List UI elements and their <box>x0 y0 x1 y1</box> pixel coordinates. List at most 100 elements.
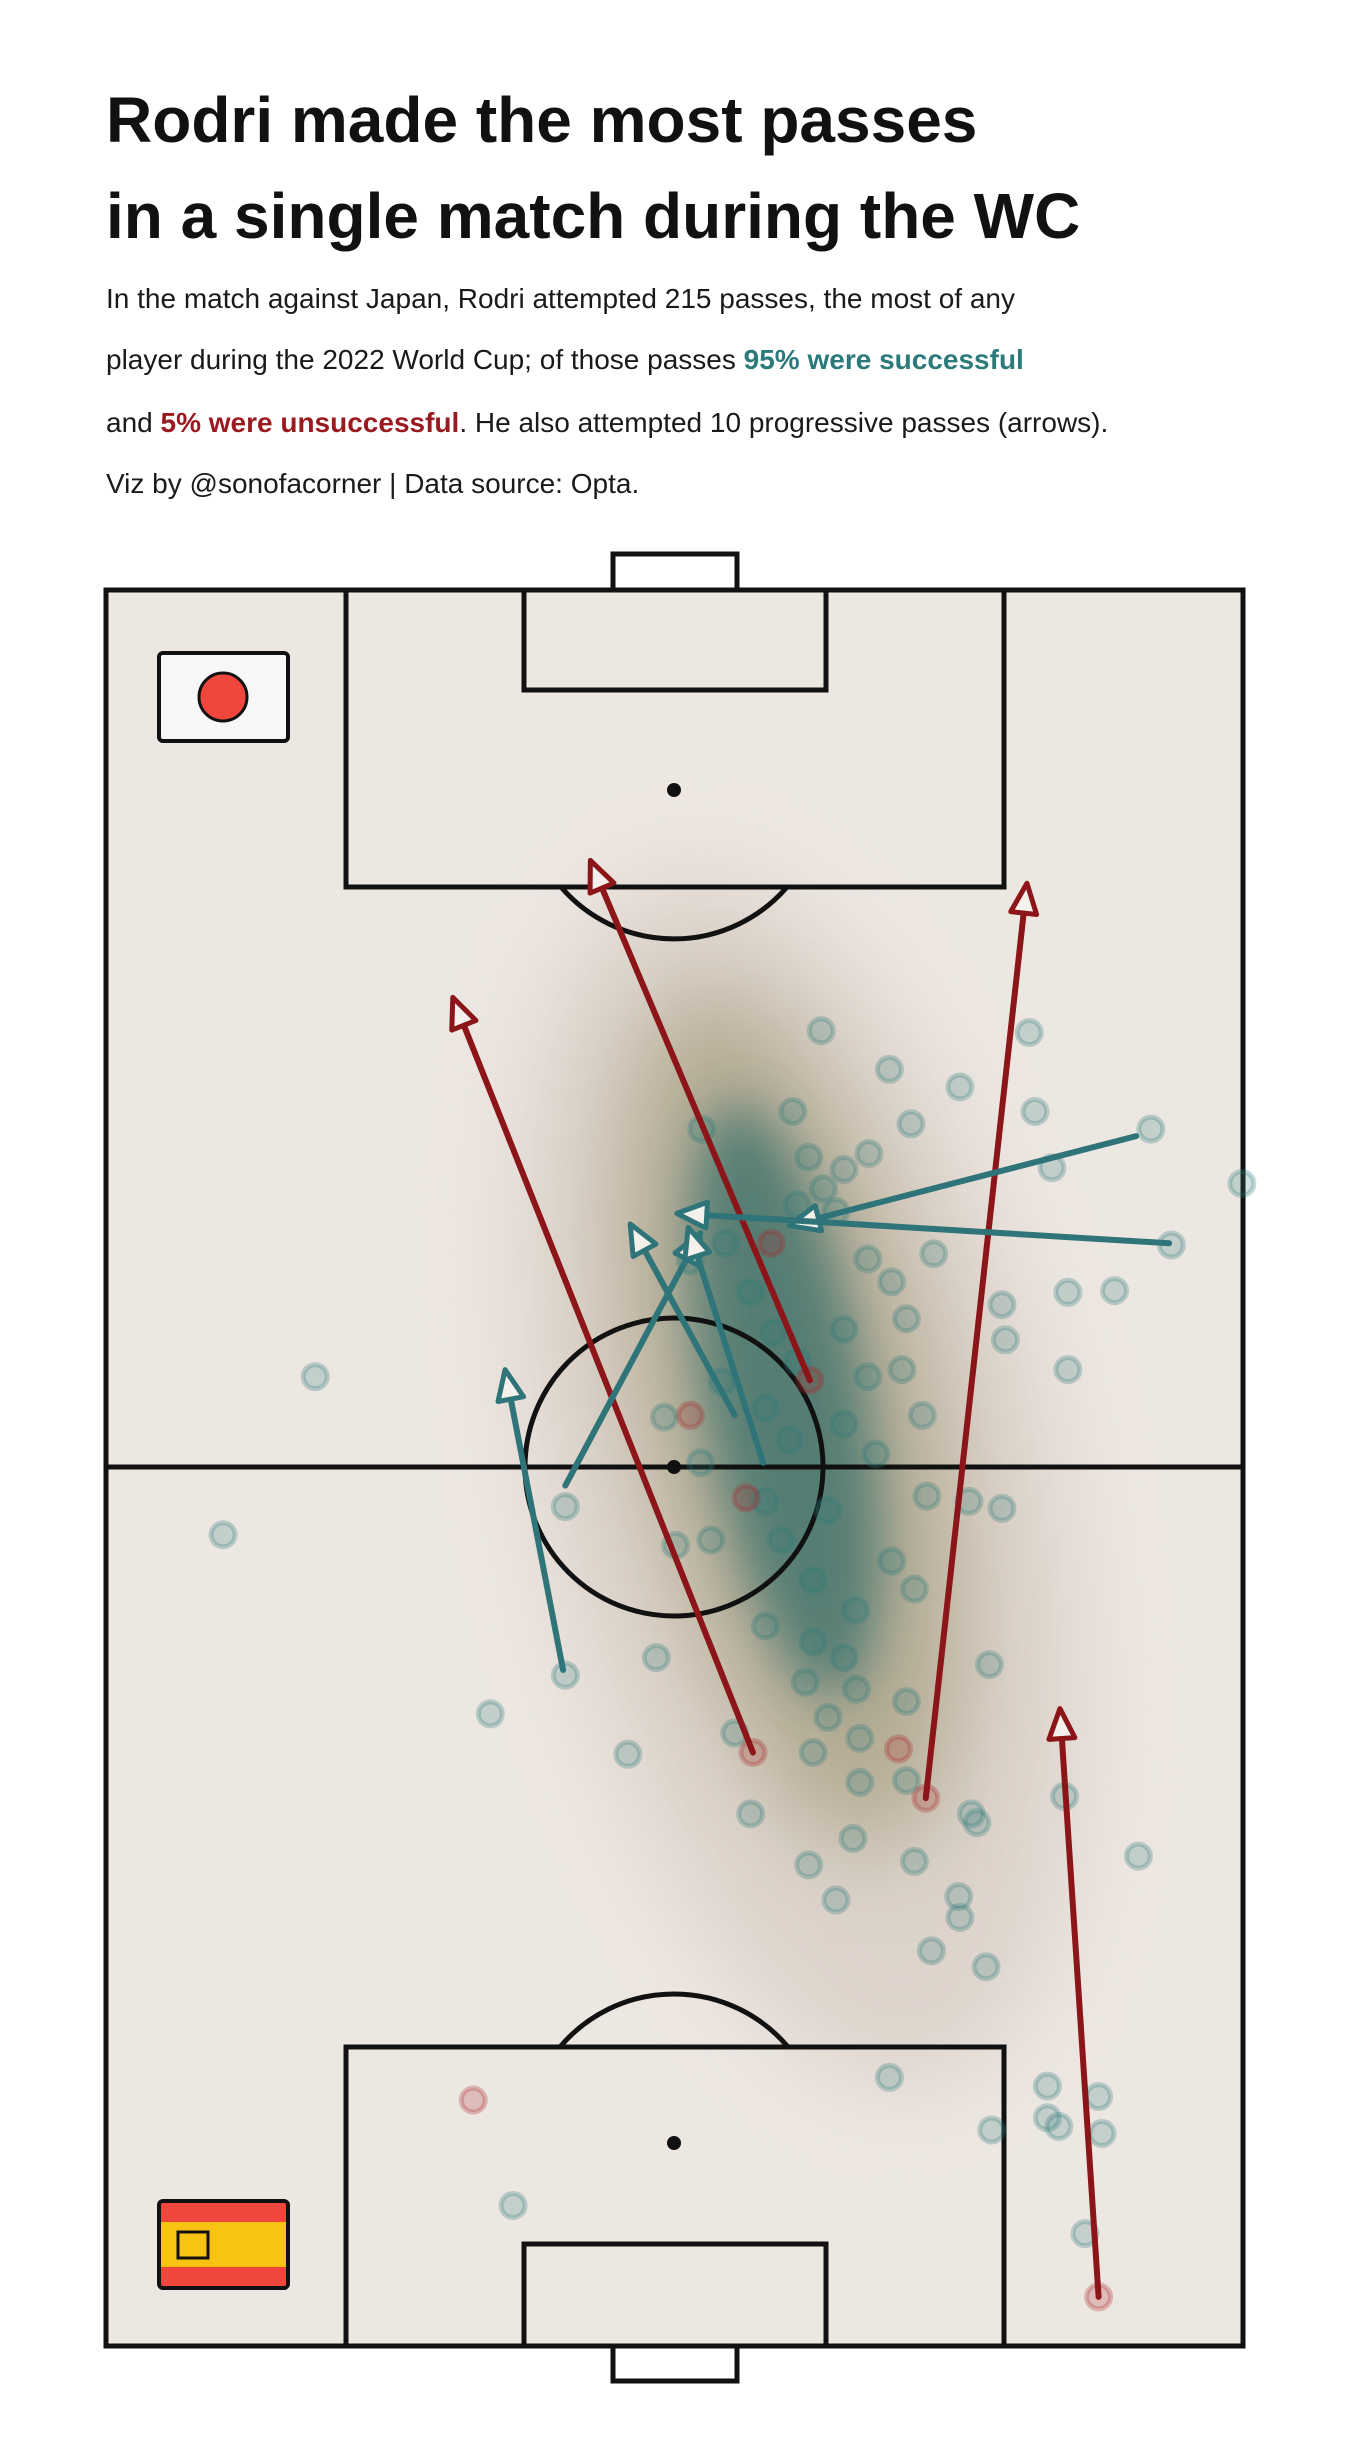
pass-dot <box>853 1244 883 1274</box>
pass-dot <box>874 2062 904 2092</box>
pass-dot <box>686 1448 716 1478</box>
flag-disc <box>197 671 249 723</box>
pass-dot <box>1020 1097 1050 1127</box>
progressive-pass <box>815 1133 1140 1222</box>
pass-dot <box>838 1824 868 1854</box>
pass-dot <box>945 1072 975 1102</box>
progressive-pass <box>507 1396 567 1673</box>
pass-dot <box>829 1643 859 1673</box>
pass-dot <box>919 1239 949 1269</box>
pass-dot <box>962 1808 992 1838</box>
flag-emblem <box>176 2230 210 2260</box>
subtitle-text: . He also attempted 10 progressive passe… <box>459 407 1108 438</box>
subtitle: and 5% were unsuccessful. He also attemp… <box>106 407 1108 438</box>
subtitle-text: and <box>106 407 161 438</box>
pitch-line <box>610 551 740 593</box>
pass-dot <box>912 1481 942 1511</box>
pitch-spot <box>667 1460 681 1474</box>
arrow-head <box>682 1224 713 1263</box>
pass-dot <box>794 1142 824 1172</box>
pitch-line <box>558 1991 790 2049</box>
pass-dot <box>916 1936 946 1966</box>
flag-band <box>161 2222 286 2267</box>
pass-dot <box>798 1737 828 1767</box>
pass-dot <box>891 1687 921 1717</box>
arrow-head <box>674 1199 711 1231</box>
pass-dot <box>1044 2112 1074 2141</box>
chart-title: Rodri made the most passes <box>106 84 977 156</box>
progressive-pass <box>922 910 1027 1802</box>
pass-dot <box>1136 1114 1166 1144</box>
arrow-head <box>587 857 617 896</box>
pass-dot <box>649 1402 679 1432</box>
pass-dot <box>945 1903 975 1933</box>
pass-dot <box>974 1650 1004 1680</box>
pass-dot <box>711 1228 741 1258</box>
pass-dot <box>1087 2119 1117 2149</box>
pass-dot <box>1053 1355 1083 1385</box>
pass-dot <box>896 1109 926 1139</box>
pass-dot <box>798 1627 828 1657</box>
pass-dot <box>891 1304 921 1334</box>
density-layer <box>690 1104 880 1696</box>
pass-dot <box>840 1595 870 1625</box>
pass-dot <box>987 1290 1017 1320</box>
pass-dot <box>1100 1276 1130 1306</box>
subtitle-text: player during the 2022 World Cup; of tho… <box>106 344 744 375</box>
pass-dot <box>798 1565 828 1595</box>
pass-dot <box>1227 1169 1257 1199</box>
pass-dot <box>300 1362 330 1392</box>
pitch <box>103 551 1246 2384</box>
pass-dot <box>899 1574 929 1604</box>
pass-dot <box>829 1314 859 1344</box>
pass-dot <box>498 2191 528 2221</box>
pass-dot <box>808 1174 838 1204</box>
pass-dot <box>750 1393 780 1423</box>
pass-dot <box>1084 2082 1114 2112</box>
subtitle: player during the 2022 World Cup; of tho… <box>106 344 1024 375</box>
pitch-spot <box>667 2136 681 2150</box>
flag-spain <box>157 2199 290 2290</box>
pass-dot <box>1032 2103 1062 2133</box>
pass-dot <box>550 1492 580 1522</box>
pass-dot <box>883 1734 913 1764</box>
pass-dot <box>641 1643 671 1673</box>
pass-dot <box>1123 1841 1153 1871</box>
pass-dot <box>475 1699 505 1729</box>
marks <box>208 857 1257 2312</box>
arrow-head <box>627 1221 659 1259</box>
pass-dot <box>990 1325 1020 1355</box>
pass-dot <box>550 1660 580 1690</box>
progressive-pass <box>703 1212 1173 1247</box>
pass-dot <box>907 1400 937 1430</box>
pass-dot <box>854 1139 884 1169</box>
pass-dot <box>774 1425 804 1455</box>
pass-dot <box>778 1097 808 1127</box>
pass-dot <box>853 1362 883 1392</box>
pass-dot <box>790 1667 820 1697</box>
pass-dot <box>821 1885 851 1915</box>
pass-dot <box>208 1520 238 1550</box>
pass-dot <box>736 1277 766 1307</box>
pass-dot <box>1032 2071 1062 2101</box>
pass-dot <box>766 1525 796 1555</box>
subtitle-highlight: 5% were unsuccessful <box>161 407 460 438</box>
pass-dot <box>1014 1018 1044 1048</box>
progressive-pass <box>641 1247 738 1419</box>
pass-dot <box>861 1439 891 1469</box>
pass-dot <box>891 1766 921 1796</box>
pass-dot <box>899 1846 929 1876</box>
chart-title: in a single match during the WC <box>106 180 1080 252</box>
pass-dot <box>750 1486 780 1516</box>
pitch-spot <box>667 783 681 797</box>
pass-dot <box>829 1154 859 1184</box>
flag-japan <box>157 651 290 743</box>
pass-dot <box>845 1767 875 1797</box>
pass-dot <box>987 1493 1017 1523</box>
progressive-pass <box>694 1253 767 1466</box>
pass-dot <box>458 2085 488 2115</box>
subtitle: In the match against Japan, Rodri attemp… <box>106 283 1015 314</box>
pass-dot <box>731 1483 761 1513</box>
progressive-pass <box>460 1022 756 1756</box>
